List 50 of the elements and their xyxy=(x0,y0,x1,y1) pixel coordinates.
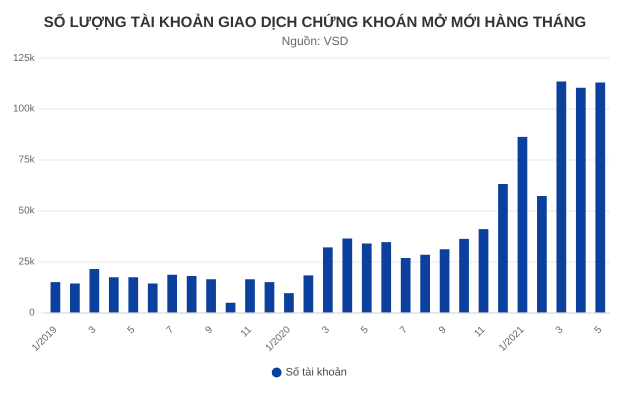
bar xyxy=(304,275,314,312)
y-tick-label: 125k xyxy=(12,52,36,64)
bar xyxy=(284,293,294,312)
y-tick-label: 0 xyxy=(29,308,36,319)
y-tick-label: 100k xyxy=(12,104,36,115)
x-tick-label: 3 xyxy=(554,324,566,336)
bar xyxy=(498,184,508,312)
bar xyxy=(148,284,158,312)
x-tick-label: 3 xyxy=(86,324,99,336)
bar xyxy=(128,277,138,312)
bar xyxy=(576,88,586,312)
bar xyxy=(595,82,606,312)
legend-label: Số tài khoản xyxy=(286,366,347,379)
bar xyxy=(440,249,450,312)
y-tick-label: 25k xyxy=(18,256,36,268)
y-tick-label: 50k xyxy=(18,206,36,217)
bar xyxy=(381,242,392,312)
bar xyxy=(264,282,274,312)
x-tick-label: 9 xyxy=(436,324,449,336)
x-tick-label: 11 xyxy=(472,324,488,340)
bar xyxy=(108,277,119,312)
x-tick-label: 7 xyxy=(164,324,177,336)
x-tick-label: 5 xyxy=(359,324,372,336)
chart-subtitle: Nguồn: VSD xyxy=(280,34,350,48)
bar xyxy=(478,229,488,312)
bar xyxy=(226,302,236,312)
x-tick-label: 5 xyxy=(592,324,605,336)
y-tick-label: 75k xyxy=(18,154,36,166)
bar xyxy=(400,258,411,312)
bar xyxy=(420,254,430,312)
bar xyxy=(206,279,216,312)
bar xyxy=(70,284,80,312)
bar xyxy=(459,238,469,312)
x-tick-label: 9 xyxy=(203,324,216,336)
bar xyxy=(362,244,372,312)
bar xyxy=(556,81,566,312)
bar xyxy=(167,274,178,312)
x-tick-label: 5 xyxy=(126,324,138,336)
bar xyxy=(186,276,196,312)
bar xyxy=(245,279,255,312)
x-tick-label: 11 xyxy=(238,324,254,340)
bar xyxy=(322,247,333,312)
bar xyxy=(342,238,352,312)
x-tick-label: 3 xyxy=(320,324,332,336)
chart-title: SỐ LƯỢNG TÀI KHOẢN GIAO DỊCH CHỨNG KHOÁN MỞ MỚI HÀNG THÁNG xyxy=(42,14,588,31)
bar xyxy=(89,269,100,312)
bar xyxy=(537,196,547,312)
bar xyxy=(50,282,60,312)
x-tick-label: 7 xyxy=(398,324,410,336)
bar xyxy=(518,136,528,312)
